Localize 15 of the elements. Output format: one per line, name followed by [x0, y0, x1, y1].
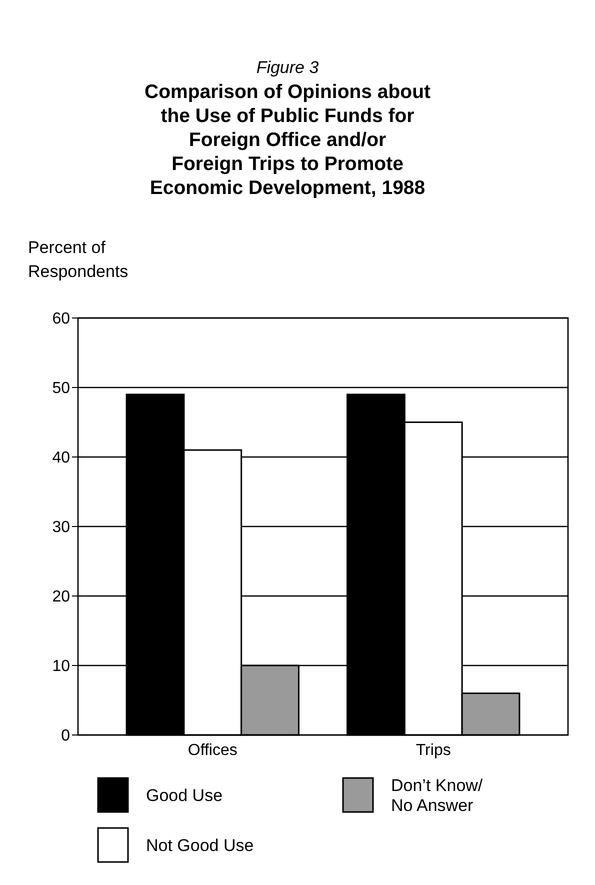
y-tick-label: 60	[52, 310, 70, 328]
y-tick-label: 40	[52, 450, 70, 467]
legend-label: Don’t Know/ No Answer	[391, 776, 483, 815]
chart-subtitle: Figure 3	[256, 58, 320, 77]
legend-label: Not Good Use	[146, 836, 254, 855]
x-tick-label: Offices	[188, 742, 238, 759]
y-tick-label: 10	[52, 658, 70, 676]
y-tick-label: 50	[52, 380, 70, 398]
y-tick-label: 30	[52, 519, 70, 536]
y-tick-label: 20	[52, 588, 70, 606]
y-tick-label: 0	[61, 728, 70, 745]
x-tick-label: Trips	[416, 742, 451, 759]
legend-label: Good Use	[146, 786, 223, 805]
chart-title: Comparison of Opinions about the Use of Public Funds for Foreign Office and/or Foreign Trips to Promote Economic Development, 1988	[144, 81, 431, 199]
y-axis-title: Percent of Respondents	[28, 238, 128, 281]
